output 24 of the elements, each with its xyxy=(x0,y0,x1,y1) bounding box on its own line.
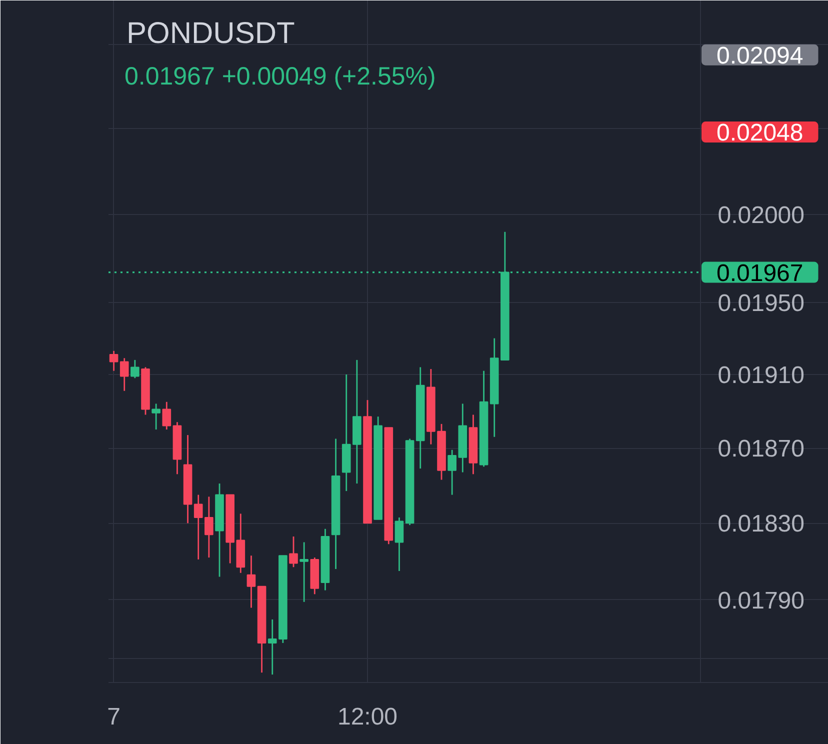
candlestick xyxy=(300,542,308,603)
text: 0.01967 +0.00049 (+2.55%) xyxy=(124,62,436,90)
candlestick xyxy=(130,359,140,379)
candlestick xyxy=(194,494,203,560)
y-tick-label: 0.01790 xyxy=(718,587,805,614)
y-tick-label: 0.01950 xyxy=(718,290,805,317)
x-tick-label: 7 xyxy=(107,704,120,730)
ref-line-label: 0.01967 xyxy=(716,260,804,287)
candlestick xyxy=(246,554,256,608)
text: 0.02094 xyxy=(716,42,804,70)
candlestick xyxy=(152,403,160,430)
candlestick xyxy=(394,516,404,572)
y-tick-label: 0.01830 xyxy=(718,510,805,538)
candlestick xyxy=(109,350,118,372)
candlestick xyxy=(162,401,172,430)
x-tick-label: 12:00 xyxy=(337,704,398,730)
y-tick-label: 0.02000 xyxy=(718,202,805,229)
candlestick xyxy=(289,536,298,568)
candlestick xyxy=(120,357,129,392)
text: 0.02048 xyxy=(716,120,804,147)
y-tick-label: 0.01910 xyxy=(718,362,805,389)
candlestick xyxy=(204,496,214,558)
y-tick-label: 0.01870 xyxy=(718,436,805,463)
text: PONDUSDT xyxy=(126,17,295,50)
